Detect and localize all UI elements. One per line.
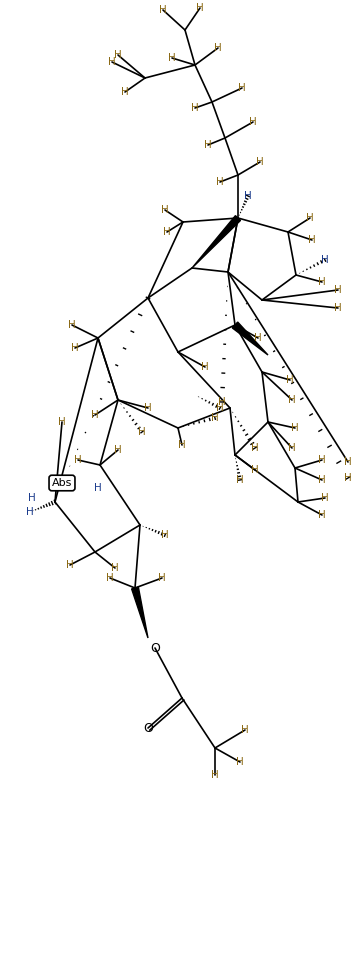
Text: H: H: [138, 427, 146, 437]
Text: H: H: [308, 235, 316, 245]
Text: H: H: [236, 757, 244, 767]
Text: H: H: [218, 397, 226, 407]
Text: H: H: [58, 417, 66, 427]
Text: H: H: [288, 443, 296, 453]
Text: H: H: [114, 445, 122, 455]
Text: O: O: [150, 641, 160, 655]
Text: H: H: [344, 473, 352, 483]
Text: H: H: [158, 573, 166, 583]
Text: H: H: [178, 440, 186, 450]
Text: H: H: [201, 362, 209, 372]
Text: H: H: [144, 403, 152, 413]
Text: H: H: [161, 530, 169, 540]
Text: H: H: [238, 83, 246, 93]
Text: H: H: [211, 770, 219, 780]
Text: H: H: [251, 443, 259, 453]
Text: H: H: [306, 213, 314, 223]
Text: H: H: [318, 455, 326, 465]
Text: H: H: [241, 725, 249, 735]
Text: H: H: [108, 57, 116, 67]
Text: H: H: [159, 5, 167, 15]
Text: H: H: [66, 560, 74, 570]
Text: H: H: [251, 465, 259, 475]
Text: H: H: [256, 157, 264, 167]
Text: H: H: [288, 395, 296, 405]
Text: H: H: [214, 43, 222, 53]
Text: H: H: [334, 303, 342, 313]
Text: H: H: [318, 510, 326, 520]
Text: H: H: [196, 3, 204, 13]
Text: H: H: [321, 493, 329, 503]
Text: H: H: [236, 475, 244, 485]
Text: H: H: [344, 457, 352, 467]
Text: H: H: [191, 103, 199, 113]
Text: H: H: [249, 117, 257, 127]
Text: H: H: [94, 483, 102, 493]
Text: H: H: [216, 403, 224, 413]
Text: H: H: [168, 53, 176, 63]
Text: H: H: [163, 227, 171, 237]
Text: H: H: [204, 140, 212, 150]
Text: H: H: [111, 563, 119, 573]
Text: H: H: [161, 205, 169, 215]
Text: H: H: [321, 255, 329, 265]
Polygon shape: [232, 322, 268, 355]
Text: H: H: [211, 413, 219, 423]
Text: H: H: [121, 87, 129, 97]
Text: H: H: [318, 475, 326, 485]
Text: H: H: [106, 573, 114, 583]
Text: H: H: [68, 320, 76, 330]
Text: H: H: [91, 410, 99, 420]
Text: H: H: [71, 343, 79, 353]
Text: H: H: [254, 333, 262, 343]
Text: Abs: Abs: [52, 478, 72, 488]
Text: H: H: [286, 375, 294, 385]
Text: H: H: [216, 177, 224, 187]
Text: H: H: [74, 455, 82, 465]
Text: H: H: [334, 285, 342, 295]
Text: H: H: [244, 191, 252, 201]
Text: O: O: [143, 721, 153, 735]
Polygon shape: [132, 587, 148, 638]
Polygon shape: [192, 216, 241, 268]
Text: H: H: [26, 507, 34, 517]
Text: H: H: [318, 277, 326, 287]
Text: H: H: [114, 50, 122, 60]
Text: H: H: [291, 423, 299, 433]
Text: H: H: [28, 493, 36, 503]
